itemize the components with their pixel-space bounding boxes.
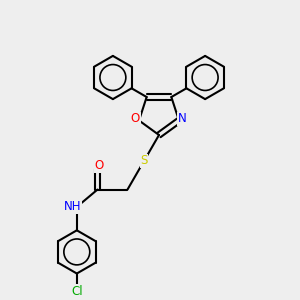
Text: NH: NH [64, 200, 81, 213]
Text: O: O [131, 112, 140, 125]
Text: O: O [94, 159, 103, 172]
Text: S: S [140, 154, 148, 167]
Text: Cl: Cl [71, 285, 82, 298]
Text: N: N [178, 112, 187, 125]
